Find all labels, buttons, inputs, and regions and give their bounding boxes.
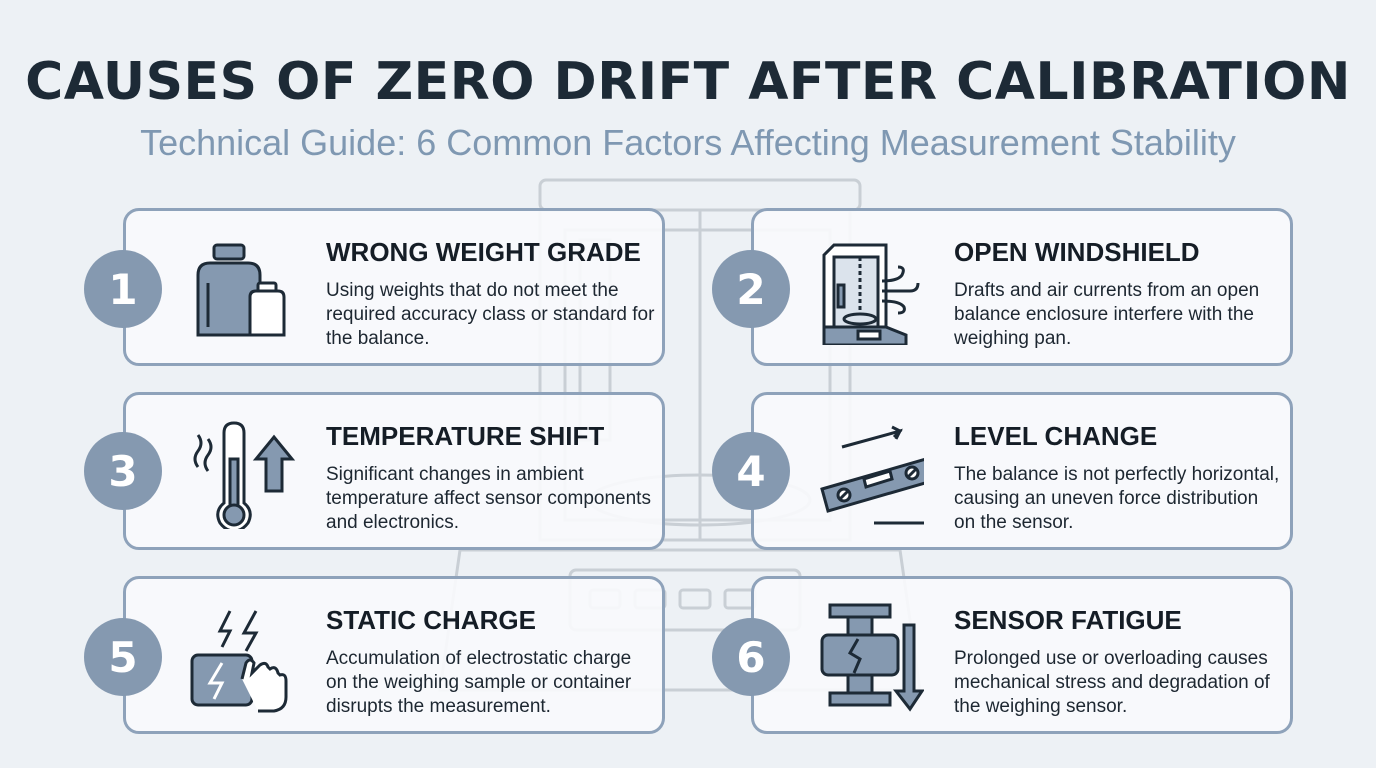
cause-6-title: SENSOR FATIGUE [954, 605, 1182, 635]
cause-1-description: Using weights that do not meet the requi… [326, 280, 655, 349]
static-charge-icon [190, 610, 288, 713]
cause-2-description: Drafts and air currents from an open bal… [954, 280, 1260, 349]
cause-card-1: WRONG WEIGHT GRADE Using weights that do… [123, 208, 665, 366]
cause-6-description: Prolonged use or overloading causes mech… [954, 648, 1270, 717]
cause-3-number-badge: 3 [84, 432, 162, 510]
cause-card-5: STATIC CHARGE Accumulation of electrosta… [123, 576, 665, 734]
cause-4-description: The balance is not perfectly horizontal,… [954, 464, 1280, 533]
cause-3-title: TEMPERATURE SHIFT [326, 421, 605, 451]
cause-6-number-badge: 6 [712, 618, 790, 696]
page-subtitle: Technical Guide: 6 Common Factors Affect… [140, 122, 1236, 163]
cause-1-number-badge: 1 [84, 250, 162, 328]
cause-5-title: STATIC CHARGE [326, 605, 536, 635]
cause-card-2: OPEN WINDSHIELD Drafts and air currents … [751, 208, 1293, 366]
page-title: CAUSES OF ZERO DRIFT AFTER CALIBRATION [25, 52, 1351, 112]
weights-icon [196, 243, 286, 337]
cause-2-title: OPEN WINDSHIELD [954, 237, 1200, 267]
cause-2-number-badge: 2 [712, 250, 790, 328]
cracked-sensor-icon [820, 603, 924, 712]
cause-card-3: TEMPERATURE SHIFT Significant changes in… [123, 392, 665, 550]
cause-1-title: WRONG WEIGHT GRADE [326, 237, 641, 267]
cause-3-description: Significant changes in ambient temperatu… [326, 464, 651, 533]
cause-5-description: Accumulation of electrostatic charge on … [326, 648, 632, 717]
cause-4-title: LEVEL CHANGE [954, 421, 1158, 451]
thermometer-icon [193, 421, 296, 529]
cause-card-4: LEVEL CHANGE The balance is not perfectl… [751, 392, 1293, 550]
cause-card-6: SENSOR FATIGUE Prolonged use or overload… [751, 576, 1293, 734]
cause-5-number-badge: 5 [84, 618, 162, 696]
spirit-level-icon [820, 425, 924, 525]
windshield-draft-icon [822, 243, 920, 345]
cause-4-number-badge: 4 [712, 432, 790, 510]
